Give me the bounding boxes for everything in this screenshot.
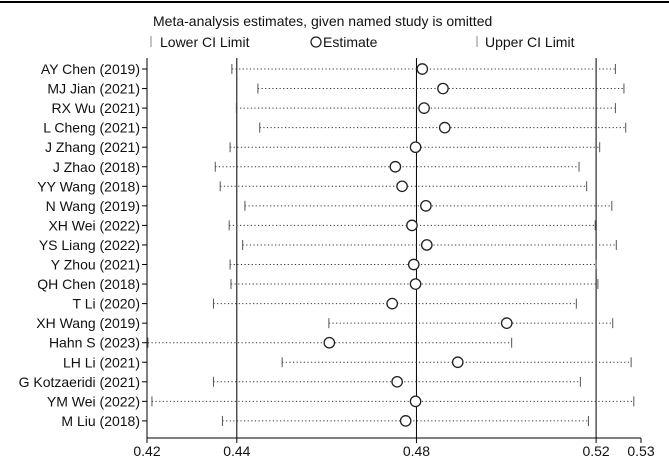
estimate-marker (409, 395, 422, 408)
estimate-marker (396, 180, 408, 193)
study-row: L Cheng (2021) (43, 120, 627, 136)
estimate-marker (451, 356, 464, 369)
study-row: J Zhao (2018) (53, 159, 580, 175)
estimate-marker (420, 200, 432, 212)
estimate-marker (500, 317, 513, 329)
estimate-marker (416, 63, 429, 75)
study-row: J Zhang (2021) (45, 139, 601, 155)
study-row: M Liu (2018) (61, 413, 589, 429)
study-row: N Wang (2019) (46, 198, 613, 214)
study-label: T Li (2020) (73, 296, 140, 312)
study-label: L Cheng (2021) (43, 120, 140, 136)
legend: Lower CI Limit Estimate Upper CI Limit (150, 34, 575, 50)
estimate-marker (438, 121, 451, 134)
study-label: J Zhang (2021) (45, 139, 140, 155)
study-rows: AY Chen (2019) MJ Jian (2021) RX Wu (2021)… (19, 61, 635, 429)
study-label: YS Liang (2022) (39, 237, 140, 253)
study-row: Hahn S (2023) (49, 335, 513, 351)
study-row: XH Wei (2022) (48, 217, 596, 233)
reference-lines (236, 58, 597, 438)
estimate-marker (407, 258, 420, 271)
study-row: G Kotzaeridi (2021) (19, 374, 581, 390)
study-label: N Wang (2019) (46, 198, 140, 214)
study-label: Hahn S (2023) (49, 335, 140, 351)
estimate-marker (418, 102, 430, 114)
study-row: XH Wang (2019) (36, 315, 614, 331)
study-label: XH Wei (2022) (48, 217, 140, 233)
study-row: YM Wei (2022) (47, 393, 635, 409)
estimate-marker (409, 278, 422, 290)
legend-lower-limit-label: Lower CI Limit (160, 34, 250, 50)
estimate-marker (323, 336, 336, 349)
study-row: AY Chen (2019) (41, 61, 616, 77)
x-tick-label: 0.44 (223, 443, 250, 459)
study-row: T Li (2020) (73, 296, 577, 312)
x-tick-label: 0.42 (133, 443, 160, 459)
legend-upper-limit-label: Upper CI Limit (485, 34, 575, 50)
study-row: YS Liang (2022) (39, 237, 617, 253)
study-row: YY Wang (2018) (37, 178, 588, 194)
study-label: G Kotzaeridi (2021) (19, 374, 140, 390)
estimate-marker (409, 141, 422, 154)
study-label: MJ Jian (2021) (47, 81, 140, 97)
study-row: LH Li (2021) (63, 354, 632, 370)
study-label: QH Chen (2018) (37, 276, 140, 292)
estimate-marker (437, 82, 449, 95)
study-label: AY Chen (2019) (41, 61, 140, 77)
estimate-marker (389, 160, 402, 173)
study-label: J Zhao (2018) (53, 159, 140, 175)
chart-title: Meta-analysis estimates, given named stu… (153, 13, 492, 29)
study-row: QH Chen (2018) (37, 276, 599, 292)
study-label: XH Wang (2019) (36, 315, 140, 331)
x-tick-label: 0.48 (403, 443, 430, 459)
study-row: MJ Jian (2021) (47, 81, 625, 97)
study-label: YM Wei (2022) (47, 393, 140, 409)
study-label: LH Li (2021) (63, 354, 140, 370)
study-label: Y Zhou (2021) (51, 257, 140, 273)
estimate-marker (399, 415, 412, 427)
estimate-marker (391, 375, 403, 388)
legend-estimate-label: Estimate (323, 34, 378, 50)
legend-estimate-marker (310, 36, 322, 48)
x-tick-label: 0.53 (627, 443, 654, 459)
estimate-marker (420, 239, 433, 251)
estimate-marker (386, 297, 399, 310)
estimate-marker (406, 219, 418, 232)
study-label: YY Wang (2018) (37, 178, 140, 194)
study-label: M Liu (2018) (61, 413, 140, 429)
study-row: Y Zhou (2021) (51, 257, 597, 273)
x-axis-ticks: 0.42 0.44 0.48 0.52 0.53 (133, 438, 655, 459)
study-label: RX Wu (2021) (52, 100, 140, 116)
x-tick-label: 0.52 (582, 443, 609, 459)
study-row: RX Wu (2021) (52, 100, 616, 116)
